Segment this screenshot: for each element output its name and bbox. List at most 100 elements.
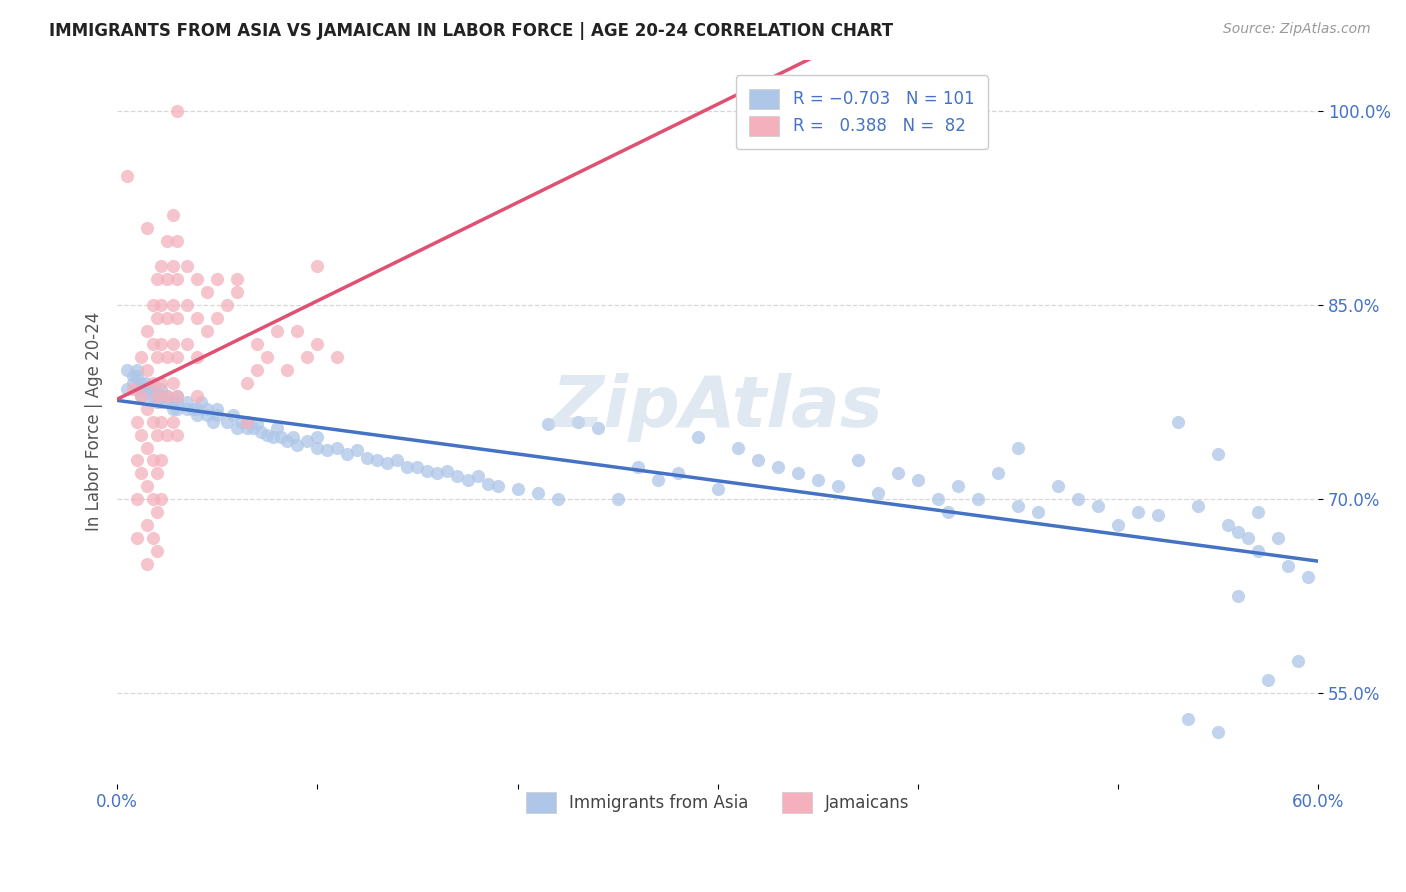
Point [162,208,184,222]
Point [156,389,179,403]
Point [176,298,198,312]
Point [166,104,188,119]
Point [146,395,169,409]
Point [647,473,669,487]
Point [127,531,149,545]
Point [166,427,188,442]
Point [127,363,149,377]
Point [115,382,138,396]
Point [285,324,308,338]
Point [186,408,208,422]
Text: ZipAtlas: ZipAtlas [553,373,883,442]
Point [146,505,169,519]
Point [270,430,292,444]
Point [1026,505,1049,519]
Point [186,311,208,326]
Point [156,234,179,248]
Point [207,408,229,422]
Point [150,298,173,312]
Point [256,427,278,442]
Point [927,492,949,507]
Point [226,272,249,286]
Point [156,311,179,326]
Point [146,427,169,442]
Point [567,415,589,429]
Point [162,395,184,409]
Point [142,382,165,396]
Point [162,401,184,416]
Point [146,389,169,403]
Point [1247,505,1270,519]
Point [129,389,152,403]
Point [146,544,169,558]
Point [1047,479,1070,493]
Point [236,376,259,390]
Point [477,476,499,491]
Point [115,169,138,183]
Point [356,450,378,465]
Point [285,438,308,452]
Point [1177,712,1199,726]
Point [127,369,149,384]
Point [122,369,145,384]
Point [406,459,429,474]
Point [176,337,198,351]
Legend: Immigrants from Asia, Jamaicans: Immigrants from Asia, Jamaicans [512,779,922,826]
Point [127,382,149,396]
Point [202,415,225,429]
Point [142,531,165,545]
Point [195,285,218,300]
Point [226,285,249,300]
Point [134,376,156,390]
Point [162,337,184,351]
Point [250,425,273,439]
Point [436,464,458,478]
Point [276,434,298,448]
Point [727,441,749,455]
Point [129,389,152,403]
Point [766,459,789,474]
Point [547,492,569,507]
Point [506,482,529,496]
Point [195,324,218,338]
Point [486,479,509,493]
Point [156,395,179,409]
Point [166,389,188,403]
Point [156,389,179,403]
Y-axis label: In Labor Force | Age 20-24: In Labor Force | Age 20-24 [86,312,103,532]
Point [156,350,179,364]
Point [231,415,253,429]
Point [146,311,169,326]
Point [162,376,184,390]
Point [307,441,329,455]
Point [129,467,152,481]
Point [176,401,198,416]
Point [846,453,869,467]
Point [586,421,609,435]
Point [236,415,259,429]
Point [156,272,179,286]
Point [297,434,319,448]
Point [162,260,184,274]
Point [536,417,558,432]
Point [207,272,229,286]
Text: Source: ZipAtlas.com: Source: ZipAtlas.com [1223,22,1371,37]
Point [150,389,173,403]
Point [150,415,173,429]
Point [336,447,359,461]
Point [150,453,173,467]
Point [307,337,329,351]
Point [181,401,204,416]
Point [1257,673,1279,688]
Point [246,363,269,377]
Point [136,401,159,416]
Point [136,324,159,338]
Point [266,421,288,435]
Point [807,473,830,487]
Point [195,401,218,416]
Point [426,467,449,481]
Point [166,272,188,286]
Point [266,324,288,338]
Point [1007,441,1029,455]
Point [136,518,159,533]
